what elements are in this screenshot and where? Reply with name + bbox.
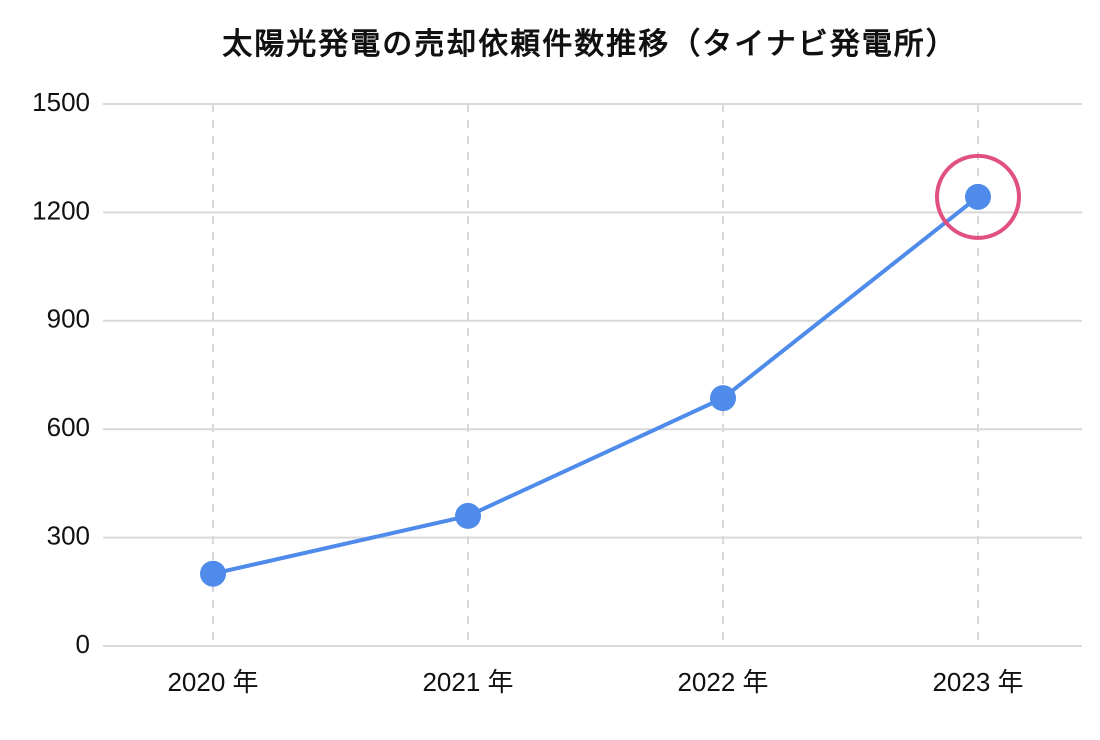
x-tick-label: 2023 年 — [932, 667, 1023, 697]
point — [710, 385, 736, 412]
line — [212, 195, 980, 576]
y-tick-label: 900 — [47, 304, 90, 334]
y-tick-label: 0 — [76, 629, 90, 659]
point — [965, 183, 991, 210]
x-tick-label: 2022 年 — [677, 667, 768, 697]
highlight-ring — [935, 153, 1021, 240]
point — [455, 502, 481, 529]
point — [200, 560, 226, 587]
y-tick-label: 300 — [47, 520, 90, 550]
y-tick-label: 1500 — [32, 87, 90, 117]
y-tick-label: 600 — [47, 412, 90, 442]
x-tick-label: 2021 年 — [422, 667, 513, 697]
y-tick-label: 1200 — [32, 195, 90, 225]
x-tick-label: 2020 年 — [167, 667, 258, 697]
chart-title: 太陽光発電の売却依頼件数推移（タイナビ発電所） — [222, 27, 957, 61]
